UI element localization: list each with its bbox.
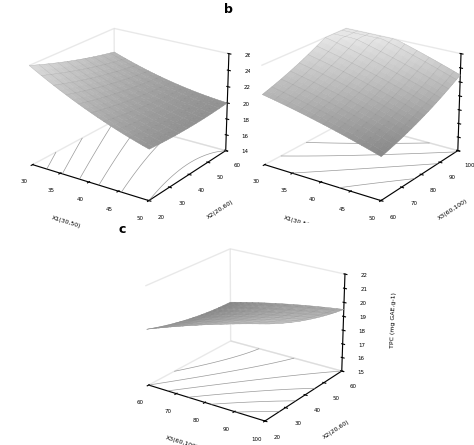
Y-axis label: X2(20,60): X2(20,60)	[206, 199, 235, 220]
Text: b: b	[224, 3, 233, 16]
Y-axis label: X2(20,60): X2(20,60)	[322, 419, 351, 440]
X-axis label: X3(60,100): X3(60,100)	[165, 435, 199, 445]
Text: c: c	[118, 223, 126, 236]
Y-axis label: X3(60,100): X3(60,100)	[437, 198, 468, 221]
X-axis label: X1(30,50): X1(30,50)	[51, 215, 82, 229]
X-axis label: X1(30,50): X1(30,50)	[283, 215, 313, 229]
